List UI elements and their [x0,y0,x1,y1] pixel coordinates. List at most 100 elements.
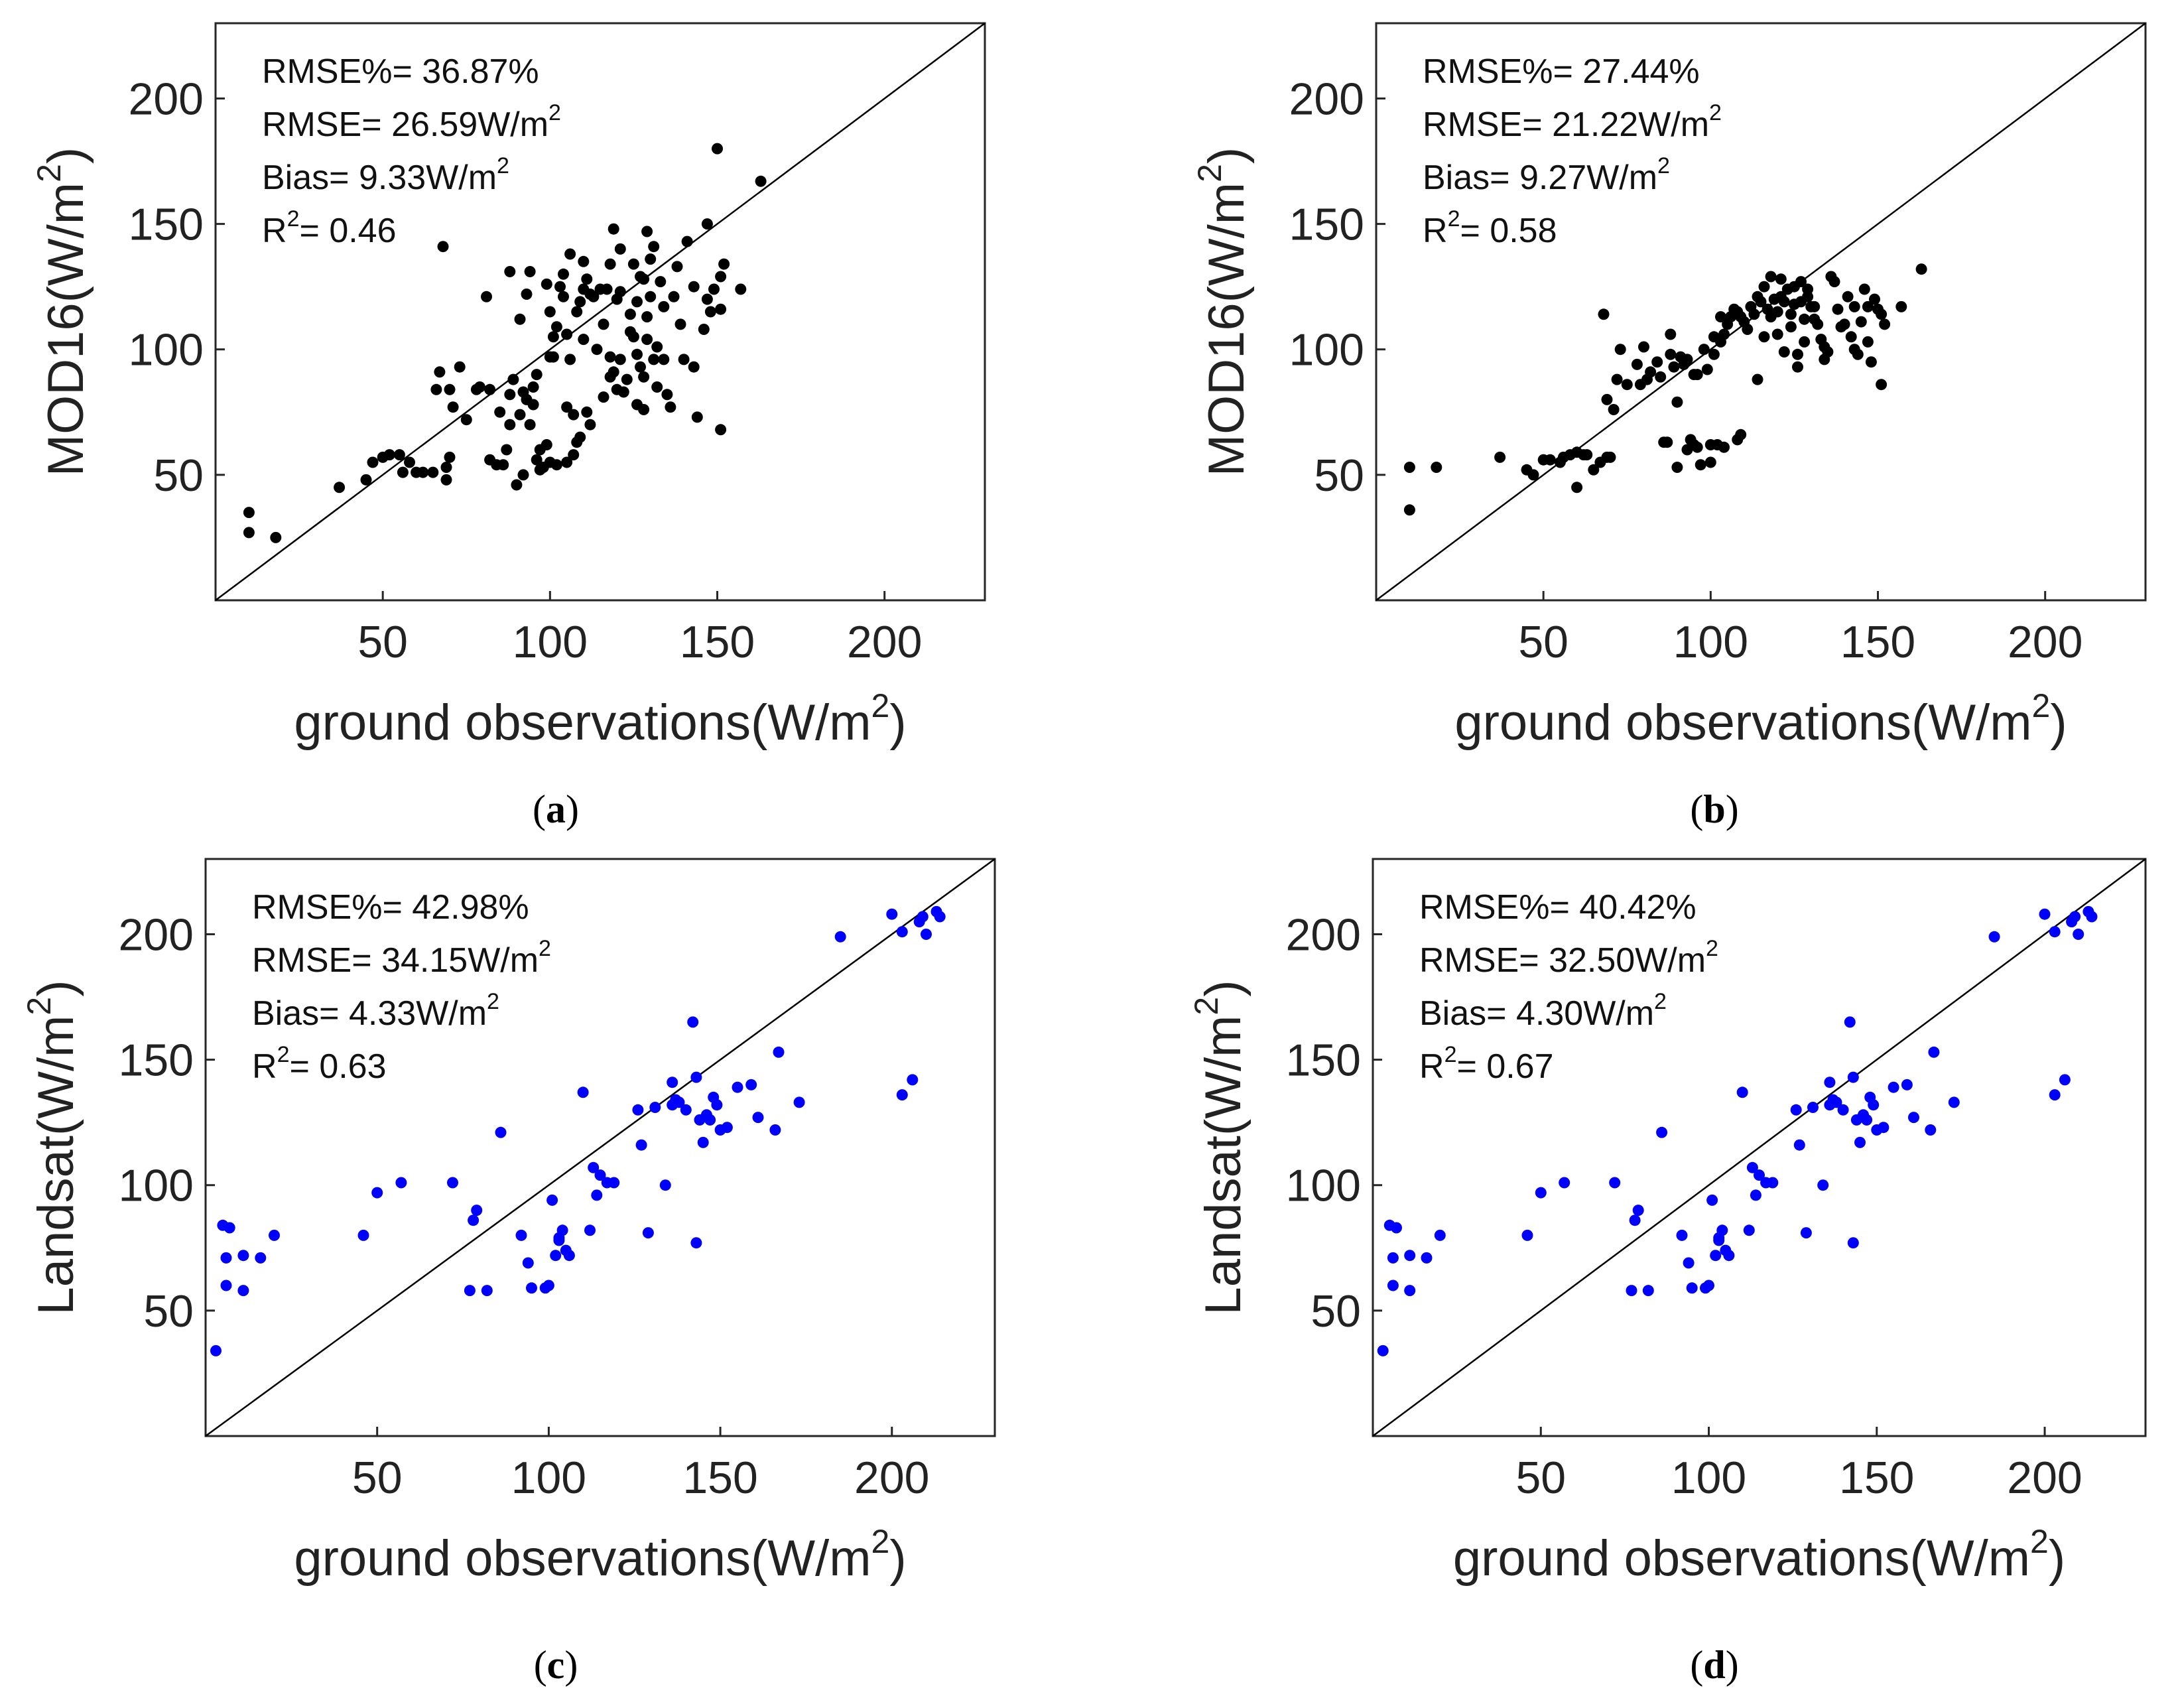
y-tick-label: 100 [129,325,204,375]
data-point [1655,371,1667,383]
data-point [1765,271,1777,283]
data-point [1771,306,1783,318]
panel-a: 50 100 150 200 50 100 150 200 RMSE%= 36.87% RMSE=… [31,22,986,831]
y-tick-label: 150 [1286,1035,1361,1086]
data-point [687,1016,699,1028]
data-point [515,1229,527,1241]
data-point [691,411,703,423]
data-point [541,278,552,290]
data-point [1527,469,1539,481]
x-tick-label: 200 [854,1453,929,1503]
data-point [1626,1285,1637,1297]
data-point [554,281,566,293]
data-point [667,1077,678,1088]
data-point [581,273,593,285]
data-point [1865,356,1877,368]
data-point [2049,1089,2061,1101]
data-point [1676,1229,1688,1241]
data-point [1901,1079,1913,1090]
data-point [2049,926,2061,938]
data-point [561,401,573,413]
data-point [690,1071,702,1083]
data-point [614,354,626,365]
data-point [690,1237,702,1249]
data-point [577,1086,589,1098]
data-point [658,300,670,312]
data-point [704,306,716,318]
data-point [921,929,932,940]
y-tick-label: 50 [153,450,204,501]
data-point [721,1122,733,1134]
y-axis-title: MOD16(W/m2) [31,147,94,476]
y-tick-label: 100 [1289,325,1364,375]
data-point [645,291,657,302]
y-axis-title: Landsat(W/m2) [21,980,84,1315]
data-point [608,1177,620,1189]
data-point [1878,1122,1890,1134]
stat-bias: Bias= 9.33W/m2 [262,153,509,197]
data-point [1925,1124,1937,1136]
y-tick-label: 200 [1289,74,1364,124]
data-point [1824,1077,1836,1088]
y-axis-title: Landsat(W/m2) [1188,980,1251,1315]
data-point [1544,454,1556,466]
data-point [627,331,639,343]
data-point [454,361,466,373]
data-point [1706,1194,1718,1206]
data-point [497,459,509,471]
data-point [673,1096,685,1108]
data-point [464,1285,476,1297]
data-point [1716,1224,1728,1236]
data-point [1948,1096,1960,1108]
x-tick-label: 150 [682,1453,757,1503]
data-point [1704,456,1716,468]
data-point [1713,1234,1725,1246]
x-axis-title: ground observations(W/m2) [1454,687,2067,751]
data-point [269,1229,280,1241]
data-point [1665,348,1677,360]
data-point [541,439,552,450]
data-point [1778,296,1790,308]
data-point [1876,308,1888,320]
data-point [556,1224,568,1236]
data-point [1743,1224,1755,1236]
data-point [651,341,663,353]
stat-r2: R2= 0.63 [252,1042,387,1086]
x-tick-label: 50 [357,617,408,667]
data-point [440,474,452,486]
data-point [1494,451,1506,463]
data-point [1698,344,1710,356]
data-point [1588,464,1600,476]
data-point [1988,931,2000,943]
stat-r2: R2= 0.67 [1419,1042,1554,1086]
panel-label: (c) [534,1643,578,1687]
data-point [558,291,569,302]
x-tick-label: 100 [1671,1453,1746,1503]
data-point [460,414,472,426]
data-point [1854,1136,1866,1148]
data-point [661,389,673,401]
data-point [665,401,676,413]
data-point [641,334,653,346]
data-point [1928,1046,1940,1058]
data-point [524,266,536,277]
data-point [1748,308,1760,320]
data-point [1746,1161,1758,1173]
one-to-one-line [205,858,995,1437]
data-point [1799,313,1811,325]
data-point [527,399,539,411]
data-point [474,381,485,393]
data-point [598,391,609,403]
data-point [769,1124,781,1136]
one-to-one-line [1372,858,2146,1437]
data-point [531,369,543,381]
data-point [1767,1177,1779,1189]
data-point [1868,1099,1880,1111]
data-point [210,1345,222,1356]
data-point [834,931,846,943]
data-point [504,389,516,401]
data-point [495,1126,507,1138]
data-point [1671,462,1683,473]
data-point [1668,361,1680,373]
